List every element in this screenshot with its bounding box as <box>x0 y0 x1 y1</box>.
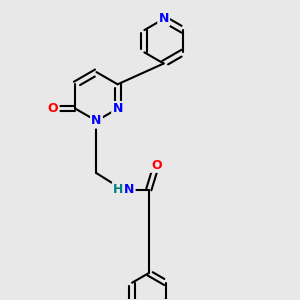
Text: N: N <box>124 183 134 196</box>
Text: H: H <box>113 183 123 196</box>
Text: O: O <box>151 159 162 172</box>
Text: O: O <box>48 102 58 115</box>
Text: N: N <box>91 114 102 128</box>
Text: N: N <box>112 102 123 115</box>
Text: N: N <box>158 12 169 26</box>
